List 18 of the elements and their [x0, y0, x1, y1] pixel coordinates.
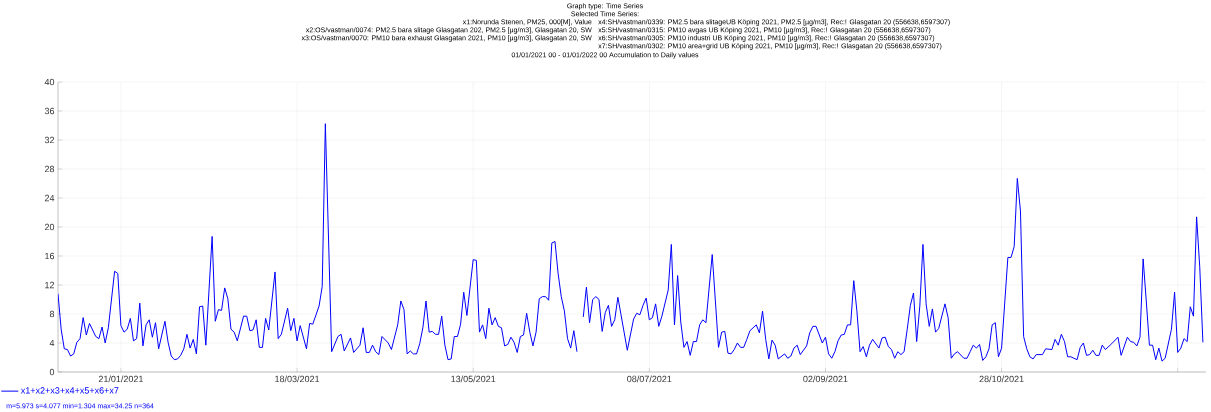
y-tick-label: 12: [45, 281, 55, 289]
x-tick-label: 28/10/2021: [979, 375, 1024, 383]
y-tick-label: 4: [49, 339, 55, 347]
x-tick-label: 13/05/2021: [451, 375, 496, 383]
y-tick-label: 36: [44, 107, 55, 115]
y-tick-label: 40: [44, 78, 55, 86]
y-tick-label: 20: [44, 223, 55, 231]
legend-label: x1+x2+x3+x4+x5+x6+x7: [20, 387, 119, 394]
y-tick-label: 8: [49, 310, 55, 318]
y-tick-label: 0: [49, 368, 55, 376]
y-tick-label: 24: [44, 194, 55, 202]
y-tick-label: 16: [45, 252, 55, 260]
x-tick-label: 21/01/2021: [98, 375, 143, 383]
x-tick-label: 08/07/2021: [627, 375, 672, 383]
x-tick-label: 02/09/2021: [803, 375, 848, 383]
y-tick-label: 28: [44, 165, 55, 173]
x-tick-label: 18/03/2021: [275, 375, 320, 383]
y-tick-label: 32: [44, 136, 55, 144]
